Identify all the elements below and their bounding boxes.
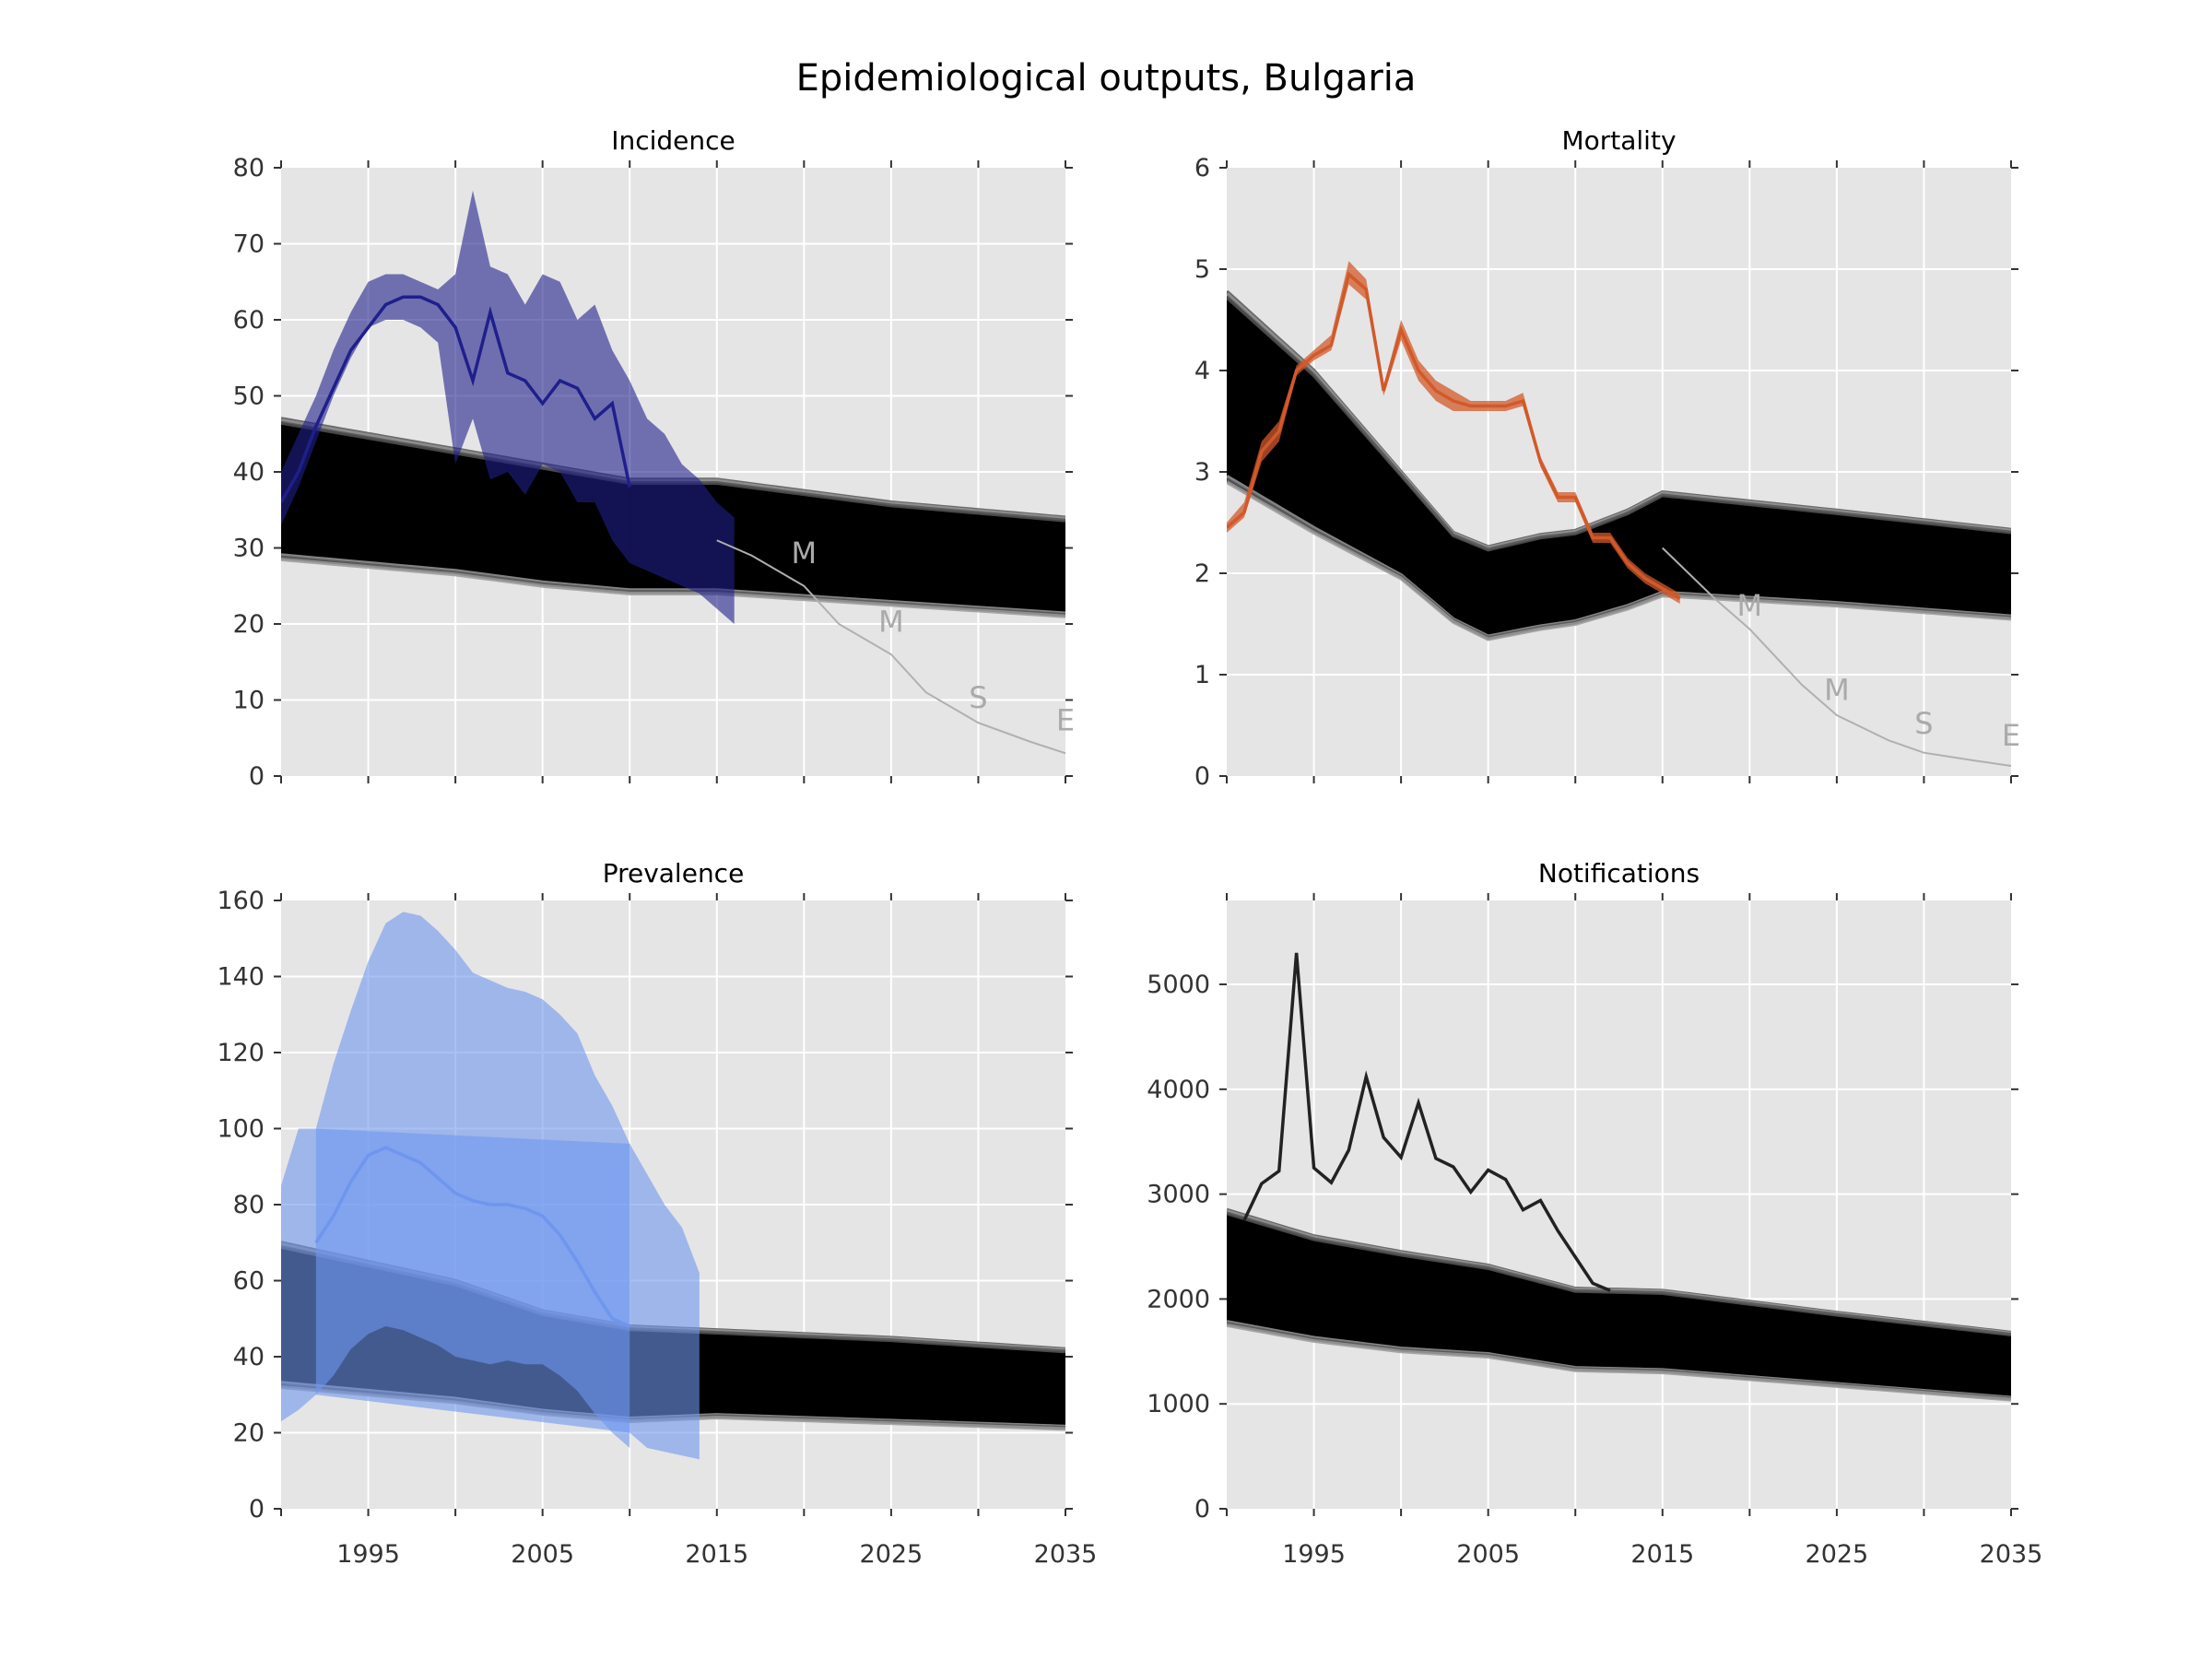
y-tick-label: 50 — [233, 382, 265, 411]
uncertainty-band — [281, 1128, 700, 1460]
plot-background — [1227, 900, 2011, 1509]
y-tick-label: 40 — [233, 1343, 265, 1371]
y-tick-label: 1 — [1194, 661, 1210, 689]
x-tick-label: 1995 — [1282, 1540, 1346, 1569]
y-tick-label: 80 — [233, 1191, 265, 1219]
model-trace — [1227, 1323, 2011, 1402]
projection-label: E — [2002, 718, 2020, 753]
projection-line — [716, 539, 1066, 755]
x-tick-label: 2005 — [511, 1540, 574, 1569]
plot-area — [1227, 952, 2011, 1402]
panel-mortality: M M S E 0 1 2 3 4 5 6 Mortality — [1194, 125, 2020, 791]
projection-line — [1662, 547, 2012, 767]
projection-label: M — [1824, 673, 1850, 708]
y-tick-label: 140 — [217, 963, 265, 992]
y-tick-label: 0 — [1194, 1495, 1210, 1524]
y-tick-label: 80 — [233, 154, 265, 182]
y-tick-label: 60 — [233, 306, 265, 335]
observed-line — [1242, 952, 1611, 1292]
observed-line — [314, 1146, 630, 1328]
panel-title: Mortality — [1561, 125, 1676, 156]
y-tick-label: 0 — [1194, 762, 1210, 791]
model-trace — [1227, 480, 2011, 641]
plot-area — [281, 912, 1065, 1460]
observed-line — [281, 295, 631, 503]
y-tick-label: 0 — [249, 762, 265, 791]
projection-label: S — [969, 680, 987, 715]
uncertainty-band — [629, 381, 735, 624]
uncertainty-band — [281, 190, 630, 563]
projection-label: E — [1056, 703, 1075, 738]
projection-label: M — [1737, 588, 1763, 623]
figure-title: Epidemiological outputs, Bulgaria — [795, 57, 1417, 100]
x-tick-label: 2015 — [1630, 1540, 1694, 1569]
x-tick-label: 2035 — [1034, 1540, 1098, 1569]
y-tick-label: 3000 — [1147, 1181, 1210, 1209]
y-tick-label: 2000 — [1147, 1285, 1210, 1313]
panel-incidence: M M S E 0 10 20 30 40 50 60 70 80 Incidence — [233, 125, 1075, 791]
y-tick-label: 20 — [233, 610, 265, 639]
panel-prevalence: 0 20 40 60 80 100 120 140 160 1995 2005 2015 2025 203… — [217, 858, 1097, 1569]
model-envelope — [1227, 291, 2011, 640]
x-tick-label: 2005 — [1456, 1540, 1520, 1569]
x-tick-label: 1995 — [336, 1540, 400, 1569]
y-tick-label: 1000 — [1147, 1390, 1210, 1418]
plot-area — [1227, 261, 2011, 641]
y-tick-label: 2 — [1194, 559, 1210, 588]
y-tick-label: 60 — [233, 1267, 265, 1296]
y-tick-label: 30 — [233, 535, 265, 563]
y-tick-label: 20 — [233, 1419, 265, 1448]
y-tick-label: 3 — [1194, 458, 1210, 487]
model-trace — [1227, 295, 2011, 552]
model-trace — [1227, 1211, 2011, 1336]
y-tick-label: 120 — [217, 1039, 265, 1067]
panel-title: Incidence — [611, 125, 735, 156]
y-tick-label: 70 — [233, 230, 265, 259]
model-trace — [281, 557, 1065, 618]
y-tick-label: 5 — [1194, 255, 1210, 284]
panel-title: Notifications — [1538, 858, 1700, 888]
y-tick-label: 6 — [1194, 154, 1210, 182]
y-tick-label: 4 — [1194, 357, 1210, 385]
y-tick-label: 4000 — [1147, 1076, 1210, 1104]
x-tick-label: 2025 — [1806, 1540, 1869, 1569]
y-tick-label: 100 — [217, 1115, 265, 1144]
y-tick-label: 5000 — [1147, 971, 1210, 999]
panel-title: Prevalence — [603, 858, 745, 888]
panel-notifications: 0 1000 2000 3000 4000 5000 1995 2005 2015 2025 203… — [1147, 858, 2042, 1569]
projection-label: M — [792, 535, 818, 571]
y-tick-label: 40 — [233, 458, 265, 487]
projection-label: S — [1914, 706, 1933, 741]
x-tick-label: 2025 — [860, 1540, 924, 1569]
x-tick-label: 2015 — [685, 1540, 748, 1569]
y-tick-label: 10 — [233, 687, 265, 715]
y-tick-label: 0 — [249, 1495, 265, 1524]
y-tick-label: 160 — [217, 887, 265, 915]
observed-line — [1227, 271, 1681, 601]
x-tick-label: 2035 — [1980, 1540, 2043, 1569]
projection-label: M — [878, 604, 904, 639]
plot-area — [281, 190, 1065, 624]
